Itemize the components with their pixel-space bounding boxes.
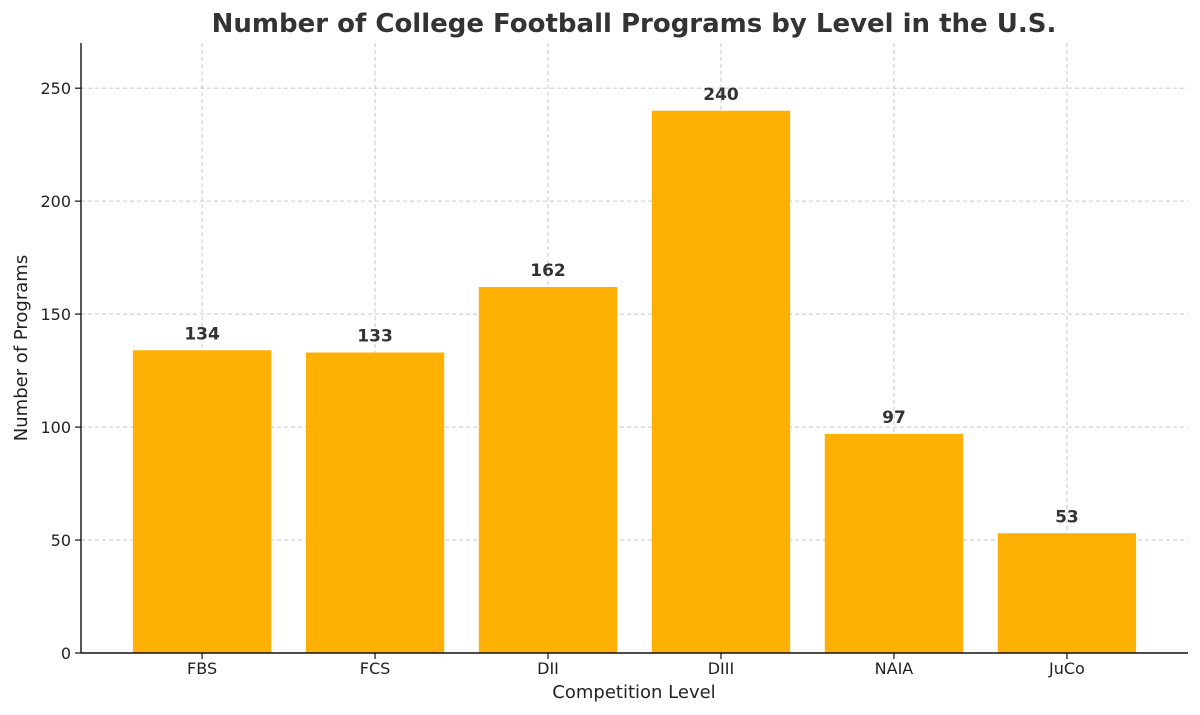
bar-naia (824, 433, 964, 653)
x-tick-label: FBS (187, 659, 217, 678)
bar-fbs (132, 350, 272, 653)
bars (132, 110, 1137, 654)
x-axis-label: Competition Level (552, 682, 715, 703)
value-label-fcs: 133 (357, 327, 393, 347)
x-tick-label: FCS (360, 659, 391, 678)
x-tick-label: JuCo (1048, 659, 1085, 678)
y-tick-label: 0 (61, 644, 71, 663)
bar-diii (651, 110, 791, 654)
y-tick-label: 200 (40, 192, 71, 211)
x-tick-label: DII (537, 659, 559, 678)
x-tick-label: DIII (708, 659, 734, 678)
bar-dii (478, 287, 618, 653)
value-label-diii: 240 (703, 85, 739, 105)
value-labels: 134 133 162 240 97 53 (184, 85, 1078, 527)
y-tick-label: 50 (51, 531, 71, 550)
y-tick-label: 250 (40, 79, 71, 98)
value-label-dii: 162 (530, 261, 566, 281)
value-label-juco: 53 (1055, 507, 1079, 527)
bar-juco (997, 533, 1137, 653)
chart-title: Number of College Football Programs by L… (212, 9, 1057, 39)
x-tick-label: NAIA (875, 659, 914, 678)
y-axis-label: Number of Programs (11, 255, 32, 441)
value-label-fbs: 134 (184, 324, 220, 344)
axes: 0 50 100 150 200 250 FBS FCS DII DIII NAIA JuCo (40, 43, 1188, 678)
value-label-naia: 97 (882, 408, 906, 428)
y-tick-label: 150 (40, 305, 71, 324)
bar-fcs (305, 352, 445, 653)
y-tick-label: 100 (40, 418, 71, 437)
